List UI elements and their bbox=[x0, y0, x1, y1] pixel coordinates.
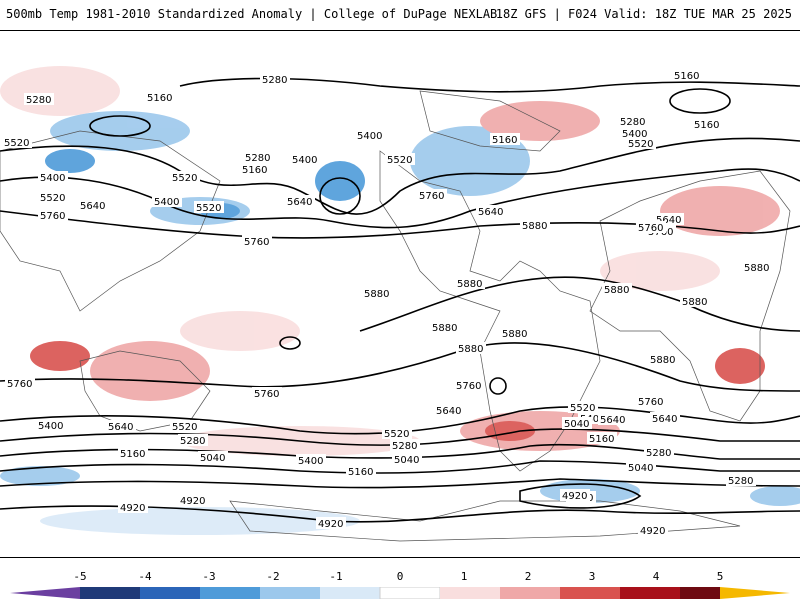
contour-labels: 5280 5160 5520 5160 5280 5400 5520 5760 … bbox=[2, 69, 772, 537]
contour-label: 5160 bbox=[492, 135, 517, 146]
contour-label: 5400 bbox=[298, 456, 323, 467]
contour-label: 5040 bbox=[200, 453, 225, 464]
contour-label: 5400 bbox=[580, 414, 605, 425]
contour-label: 5640 bbox=[652, 414, 677, 425]
contour-label: 5760 bbox=[244, 237, 269, 248]
contour-label: 5880 bbox=[502, 329, 527, 340]
contour-label: 5880 bbox=[522, 221, 547, 232]
contour-label: 5160 bbox=[120, 449, 145, 460]
contour-label: 5520 bbox=[387, 155, 412, 166]
contour-label: 5880 bbox=[650, 355, 675, 366]
anomaly-colorbar: -5 -4 -3 -2 -1 0 1 2 3 4 5 bbox=[0, 570, 800, 600]
contour-label: 5520 bbox=[4, 138, 29, 149]
contour-label: 5520 bbox=[40, 193, 65, 204]
contour-label: 5400 bbox=[154, 197, 179, 208]
contour-label: 5640 bbox=[656, 215, 681, 226]
contour-label: 5160 bbox=[348, 467, 373, 478]
contour-label: 5280 bbox=[728, 476, 753, 487]
colorbar-tick: 5 bbox=[716, 570, 724, 583]
contour-label: 5880 bbox=[682, 297, 707, 308]
colorbar-tick: -1 bbox=[329, 570, 343, 583]
contour-label: 5040 bbox=[628, 463, 653, 474]
contour-label: 5760 bbox=[40, 211, 65, 222]
colorbar-tick: -3 bbox=[202, 570, 216, 583]
contour-label: 5160 bbox=[147, 93, 172, 104]
contour-label: 5880 bbox=[364, 289, 389, 300]
contour-label: 5160 bbox=[674, 71, 699, 82]
contour-label: 5400 bbox=[357, 131, 382, 142]
contour-label: 5640 bbox=[287, 197, 312, 208]
contour-label: 5520 bbox=[384, 429, 409, 440]
contour-label: 5880 bbox=[458, 344, 483, 355]
contour-label: 5760 bbox=[7, 379, 32, 390]
contour-label: 5040 bbox=[394, 455, 419, 466]
colorbar-tick: 0 bbox=[396, 570, 404, 583]
contour-label: 5520 bbox=[196, 203, 221, 214]
header: 500mb Temp 1981-2010 Standardized Anomal… bbox=[0, 0, 800, 30]
colorbar-tick: -4 bbox=[138, 570, 152, 583]
contour-label: 5640 bbox=[108, 422, 133, 433]
contour-label: 5760 bbox=[638, 397, 663, 408]
contour-label: 5280 bbox=[646, 448, 671, 459]
contour-label: 5160 bbox=[242, 165, 267, 176]
contour-label: 5160 bbox=[589, 434, 614, 445]
contour-label: 5640 bbox=[478, 207, 503, 218]
contour-label: 5280 bbox=[620, 117, 645, 128]
contour-label: 5400 bbox=[38, 421, 63, 432]
contour-label: 5280 bbox=[180, 436, 205, 447]
contour-label: 5880 bbox=[744, 263, 769, 274]
contour-label: 5280 bbox=[262, 75, 287, 86]
colorbar-tick: 3 bbox=[588, 570, 596, 583]
contour-label: 5520 bbox=[628, 139, 653, 150]
colorbar-tick: -2 bbox=[266, 570, 280, 583]
contour-label: 5520 bbox=[570, 403, 595, 414]
colorbar-tick: 4 bbox=[652, 570, 660, 583]
contour-label: 5400 bbox=[622, 129, 647, 140]
contour-label: 5520 bbox=[172, 173, 197, 184]
contour-label: 4920 bbox=[120, 503, 145, 514]
contour-label: 5760 bbox=[638, 223, 663, 234]
map-canvas: 5280 5160 5520 5160 5280 5400 5520 5760 … bbox=[0, 66, 800, 542]
contour-label: 5640 bbox=[80, 201, 105, 212]
map-title: 500mb Temp 1981-2010 Standardized Anomal… bbox=[6, 7, 498, 21]
contour-label: 5640 bbox=[436, 406, 461, 417]
contour-label: 5160 bbox=[694, 120, 719, 131]
contour-label: 5280 bbox=[26, 95, 51, 106]
colorbar-tick: 2 bbox=[524, 570, 532, 583]
model-run-info: 18Z GFS | F024 Valid: 18Z TUE MAR 25 202… bbox=[495, 7, 792, 21]
contour-label: 5880 bbox=[432, 323, 457, 334]
contour-label: 5640 bbox=[600, 415, 625, 426]
contour-label: 5280 bbox=[245, 153, 270, 164]
colorbar-tick: -5 bbox=[73, 570, 87, 583]
contour-label: 5880 bbox=[457, 279, 482, 290]
contour-label: 5400 bbox=[292, 155, 317, 166]
contour-label: 5040 bbox=[564, 419, 589, 430]
colorbar-gradient bbox=[10, 587, 790, 599]
contour-label: 5520 bbox=[172, 422, 197, 433]
coastlines bbox=[0, 90, 791, 542]
contour-label: 4920 bbox=[562, 491, 587, 502]
contour-label: 5400 bbox=[40, 173, 65, 184]
contour-label: 5280 bbox=[392, 441, 417, 452]
weather-map: 5280 5160 5520 5160 5280 5400 5520 5760 … bbox=[0, 30, 800, 558]
contour-label: 5760 bbox=[419, 191, 444, 202]
contour-label: 5760 bbox=[456, 381, 481, 392]
contour-label: 4920 bbox=[318, 519, 343, 530]
contour-label: 5760 bbox=[254, 389, 279, 400]
colorbar-tick: 1 bbox=[460, 570, 468, 583]
contour-label: 4920 bbox=[180, 496, 205, 507]
contour-label: 5880 bbox=[604, 285, 629, 296]
contour-label: 4920 bbox=[640, 526, 665, 537]
